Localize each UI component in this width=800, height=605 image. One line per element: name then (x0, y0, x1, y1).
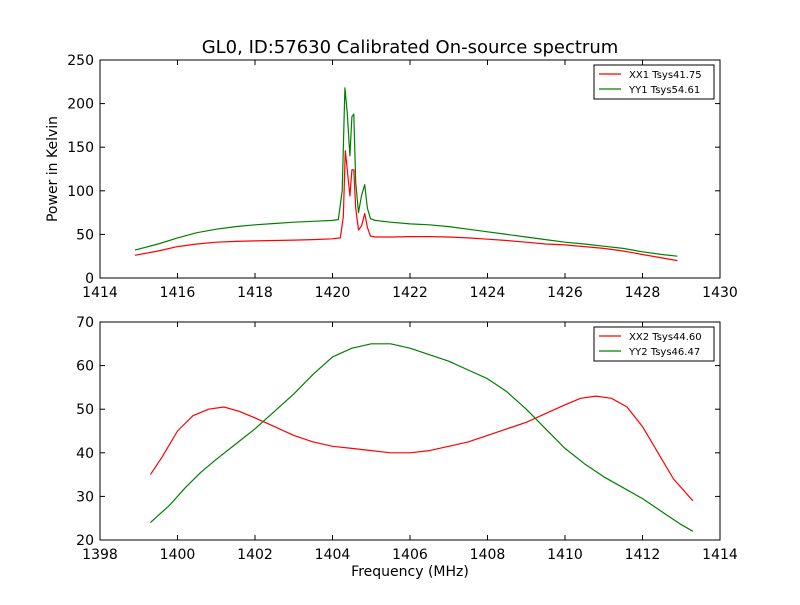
x-tick-label: 1414 (702, 547, 738, 563)
x-tick-label: 1416 (160, 285, 196, 301)
legend-box (593, 64, 715, 100)
y-tick-label: 150 (67, 140, 94, 156)
x-tick-label: 1426 (547, 285, 583, 301)
y-tick-label: 70 (76, 315, 94, 331)
y-tick-label: 50 (76, 227, 94, 243)
y-tick-label: 40 (76, 446, 94, 462)
x-tick-label: 1398 (82, 547, 118, 563)
x-axis-label: Frequency (MHz) (351, 564, 469, 580)
top-plot: 1414 1416 1418 1420 1422 1424 1426 1428 1430 0 50 1… (45, 53, 738, 301)
x-tick-label: 1418 (237, 285, 273, 301)
y-tick-label: 50 (76, 402, 94, 418)
y-tick-label: 0 (85, 271, 94, 287)
x-tick-label: 1428 (625, 285, 661, 301)
series-line-1 (149, 395, 694, 502)
series-line-2 (149, 343, 694, 532)
legend-entry: XX1 Tsys41.75 (629, 70, 702, 81)
y-tick-label: 200 (67, 97, 94, 113)
y-tick-label: 60 (76, 359, 94, 375)
x-tick-label: 1402 (237, 547, 273, 563)
y-tick-label: 20 (76, 533, 94, 549)
series-line-1 (134, 150, 678, 262)
y-tick-label: 100 (67, 184, 94, 200)
x-tick-label: 1422 (392, 285, 428, 301)
y-tick-label: 250 (67, 53, 94, 69)
x-tick-label: 1414 (82, 285, 118, 301)
x-tick-label: 1410 (547, 547, 583, 563)
bottom-plot: 1398 1400 1402 1404 1406 1408 1410 1412 1414 20 30… (76, 315, 738, 580)
x-tick-label: 1406 (392, 547, 428, 563)
legend-entry: XX2 Tsys44.60 (629, 332, 702, 343)
y-axis-label: Power in Kelvin (45, 116, 61, 222)
series-line-2 (134, 87, 678, 257)
legend-box (593, 326, 715, 362)
x-tick-label: 1430 (702, 285, 738, 301)
x-tick-label: 1412 (625, 547, 661, 563)
legend-entry: YY1 Tsys54.61 (628, 85, 700, 96)
x-tick-label: 1424 (470, 285, 506, 301)
figure-title: GL0, ID:57630 Calibrated On-source spect… (202, 37, 619, 58)
legend-entry: YY2 Tsys46.47 (628, 347, 700, 358)
x-tick-label: 1408 (470, 547, 506, 563)
x-tick-label: 1420 (315, 285, 351, 301)
x-tick-label: 1400 (160, 547, 196, 563)
y-tick-label: 30 (76, 489, 94, 505)
x-tick-label: 1404 (315, 547, 351, 563)
